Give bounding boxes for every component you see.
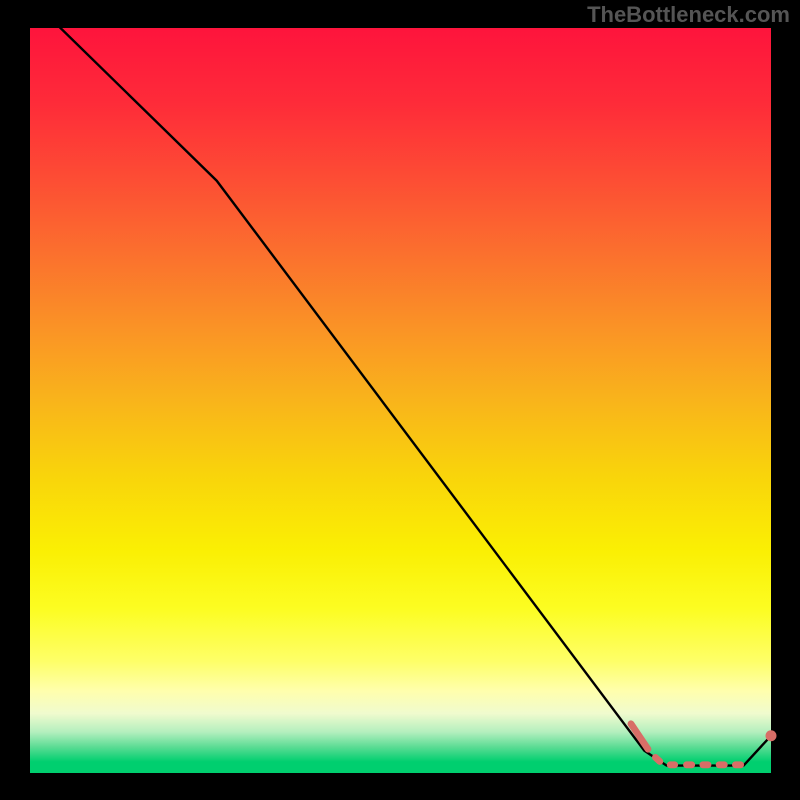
bottleneck-chart [0, 0, 800, 800]
watermark-text: TheBottleneck.com [587, 2, 790, 28]
plot-background [30, 28, 771, 773]
chart-frame: TheBottleneck.com [0, 0, 800, 800]
highlight-marker [766, 730, 777, 741]
